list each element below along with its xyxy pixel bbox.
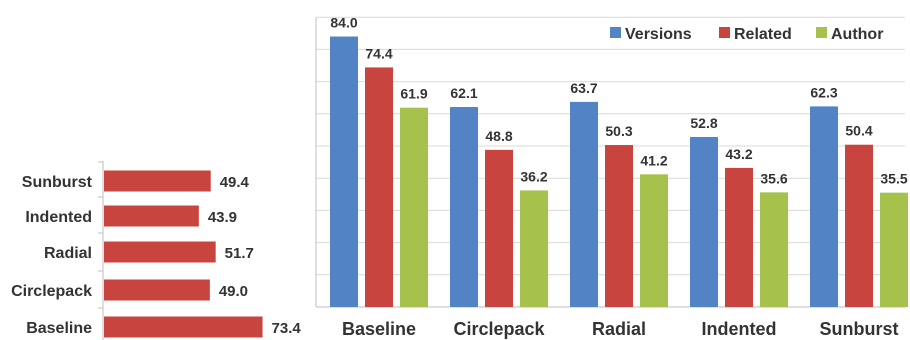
bar — [104, 241, 216, 263]
data-label: 36.2 — [520, 168, 547, 184]
bar — [605, 145, 633, 307]
data-label: 43.2 — [725, 146, 752, 162]
data-label: 50.3 — [605, 123, 632, 139]
data-label: 62.1 — [450, 85, 477, 101]
legend-swatch — [816, 27, 827, 38]
category-label: Sunburst — [22, 174, 93, 191]
category-label: Indented — [25, 209, 92, 226]
bar — [725, 167, 753, 307]
bar — [880, 192, 908, 307]
bar — [810, 106, 838, 307]
legend-label: Related — [734, 26, 792, 43]
bar — [104, 170, 211, 192]
category-label: Circlepack — [11, 283, 92, 300]
bar — [450, 107, 478, 308]
bar — [520, 190, 548, 307]
bar — [400, 107, 428, 307]
legend-swatch — [719, 27, 730, 38]
bar — [640, 174, 668, 307]
bar — [365, 67, 393, 307]
bar — [104, 205, 199, 227]
data-label: 84.0 — [330, 15, 357, 31]
data-label: 52.8 — [690, 115, 717, 131]
data-label: 50.4 — [845, 123, 872, 139]
bar — [570, 101, 598, 307]
data-label: 73.4 — [272, 320, 302, 337]
data-label: 74.4 — [365, 45, 392, 61]
category-label: Baseline — [26, 320, 92, 337]
legend-item: Versions — [610, 26, 692, 43]
data-label: 43.9 — [208, 209, 237, 226]
x-tick-label: Indented — [702, 319, 777, 339]
bar — [690, 136, 718, 307]
x-tick-label: Baseline — [342, 319, 416, 339]
x-tick-label: Radial — [592, 319, 646, 339]
data-label: 35.6 — [760, 170, 787, 186]
data-label: 49.0 — [219, 283, 248, 300]
data-label: 51.7 — [225, 245, 254, 262]
data-label: 63.7 — [570, 80, 597, 96]
legend-item: Author — [816, 26, 883, 43]
category-label: Radial — [44, 245, 92, 262]
right-chart: 84.0 74.4 61.9 Baseline 62.1 48.8 36.2 Circlepa… — [315, 15, 908, 339]
data-label: 61.9 — [400, 86, 427, 102]
data-label: 35.5 — [880, 171, 907, 187]
bar — [485, 149, 513, 307]
data-label: 48.8 — [485, 128, 512, 144]
legend-swatch — [610, 27, 621, 38]
bar — [104, 279, 210, 301]
bar — [330, 36, 358, 308]
data-label: 49.4 — [220, 174, 250, 191]
legend-item: Related — [719, 26, 792, 43]
data-label: 62.3 — [810, 84, 837, 100]
bar — [845, 144, 873, 307]
x-tick-label: Circlepack — [453, 319, 545, 339]
legend-label: Versions — [625, 26, 692, 43]
bar — [104, 316, 263, 338]
legend-label: Author — [831, 26, 883, 43]
data-label: 41.2 — [640, 152, 667, 168]
left-chart: Sunburst 49.4 Indented 43.9 Radial 51.7 Circle… — [11, 161, 301, 340]
x-tick-label: Sunburst — [820, 319, 899, 339]
bar — [760, 192, 788, 307]
